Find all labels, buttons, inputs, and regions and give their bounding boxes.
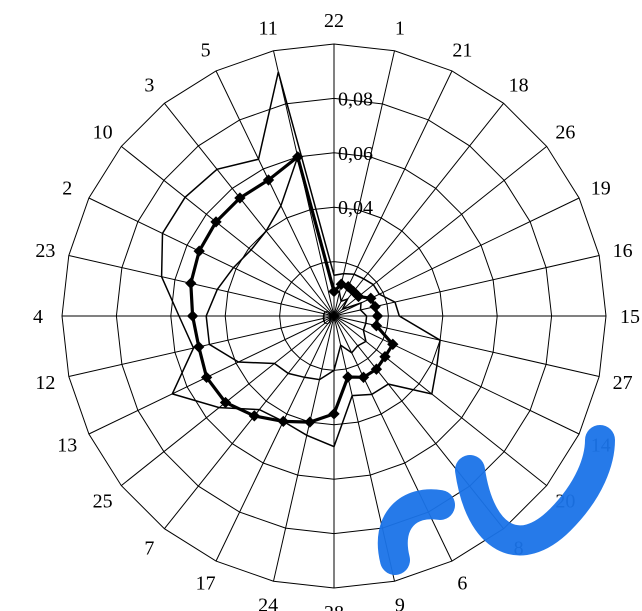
data-point-16 (369, 300, 381, 313)
data-point-5 (262, 174, 275, 186)
spoke-17 (215, 315, 335, 562)
category-label-27: 27 (613, 372, 633, 394)
data-point-25 (219, 396, 232, 409)
category-label-4: 4 (33, 306, 43, 328)
series-line-thin-outer (160, 71, 441, 448)
category-label-3: 3 (144, 75, 154, 97)
category-label-13: 13 (57, 434, 77, 456)
data-point-6 (357, 371, 370, 383)
spoke-20 (333, 315, 548, 486)
category-label-22: 22 (324, 10, 344, 32)
watermark-logo (377, 425, 615, 575)
category-label-15: 15 (620, 306, 640, 328)
spoke-6 (333, 315, 453, 562)
category-label-17: 17 (196, 573, 216, 595)
data-point-19 (365, 292, 377, 304)
data-point-4 (186, 310, 199, 322)
data-point-8 (370, 363, 383, 375)
data-point-7 (248, 410, 260, 422)
category-label-28: 28 (324, 602, 344, 611)
spoke-5 (215, 70, 335, 317)
spoke-13 (88, 315, 335, 435)
data-point-14 (387, 338, 399, 350)
category-label-16: 16 (613, 240, 633, 262)
category-label-11: 11 (258, 17, 277, 39)
data-point-27 (370, 320, 383, 332)
radar-grid (61, 43, 607, 589)
category-label-12: 12 (35, 372, 55, 394)
spoke-7 (164, 315, 335, 530)
spoke-24 (273, 315, 335, 582)
spoke-14 (333, 315, 580, 435)
data-point-28 (328, 408, 340, 420)
data-point-9 (342, 371, 354, 383)
category-label-5: 5 (201, 39, 211, 61)
category-label-1: 1 (395, 17, 405, 39)
category-label-2: 2 (62, 178, 72, 200)
category-label-9: 9 (395, 595, 405, 611)
radial-tick-label: 0,08 (338, 88, 373, 110)
data-point-22 (328, 285, 340, 298)
data-point-15 (371, 310, 384, 322)
spoke-10 (120, 146, 335, 317)
data-point-24 (304, 416, 316, 428)
data-point-10 (210, 216, 222, 228)
radial-tick-label: 0,04 (338, 197, 373, 219)
series-line-thin-inner (205, 154, 368, 381)
spoke-21 (333, 70, 453, 317)
category-label-25: 25 (93, 491, 113, 513)
category-label-23: 23 (35, 240, 55, 262)
radar-series (160, 71, 441, 448)
category-label-24: 24 (258, 595, 278, 611)
spoke-18 (333, 102, 504, 317)
data-point-17 (277, 415, 289, 428)
spoke-23 (68, 255, 335, 317)
spoke-2 (88, 197, 335, 317)
radial-tick-label: 0,06 (338, 143, 373, 165)
category-label-7: 7 (144, 537, 154, 559)
data-point-11 (292, 151, 304, 163)
radial-tick-label: 0 (322, 307, 332, 329)
category-labels: 2212118261916152714208692824177251312423… (33, 10, 640, 611)
data-point-2 (193, 245, 205, 257)
radial-tick-labels: 0 0,04 0,06 0,08 (322, 88, 373, 329)
data-point-13 (200, 371, 213, 384)
category-label-6: 6 (457, 573, 467, 595)
data-point-3 (234, 192, 246, 204)
spoke-26 (333, 146, 548, 317)
category-label-26: 26 (555, 121, 575, 143)
category-label-10: 10 (93, 121, 113, 143)
spoke-19 (333, 197, 580, 317)
spoke-3 (164, 102, 335, 317)
spoke-1 (333, 50, 395, 317)
data-point-12 (193, 341, 205, 353)
data-point-20 (379, 351, 391, 363)
category-label-18: 18 (509, 75, 529, 97)
data-point-23 (185, 277, 197, 289)
data-point-26 (352, 290, 365, 303)
category-label-19: 19 (591, 178, 611, 200)
category-label-21: 21 (452, 39, 472, 61)
